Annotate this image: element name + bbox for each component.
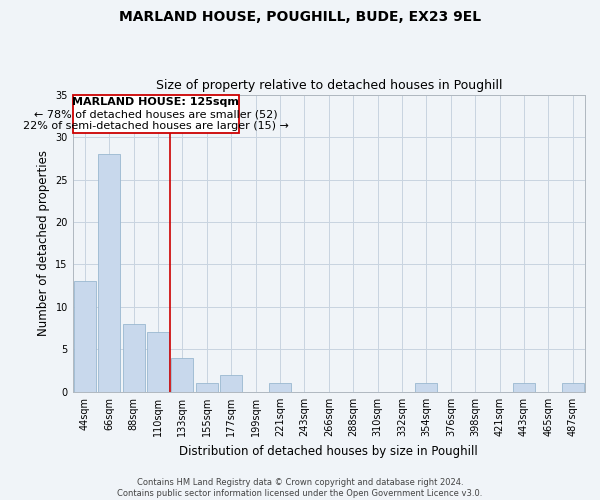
FancyBboxPatch shape <box>73 94 239 133</box>
Bar <box>562 384 584 392</box>
Bar <box>122 324 145 392</box>
Bar <box>74 282 96 392</box>
Text: Contains HM Land Registry data © Crown copyright and database right 2024.
Contai: Contains HM Land Registry data © Crown c… <box>118 478 482 498</box>
X-axis label: Distribution of detached houses by size in Poughill: Distribution of detached houses by size … <box>179 444 478 458</box>
Bar <box>196 384 218 392</box>
Bar <box>513 384 535 392</box>
Text: ← 78% of detached houses are smaller (52): ← 78% of detached houses are smaller (52… <box>34 110 277 120</box>
Bar <box>172 358 193 392</box>
Y-axis label: Number of detached properties: Number of detached properties <box>37 150 50 336</box>
Bar <box>98 154 120 392</box>
Bar <box>269 384 291 392</box>
Bar <box>220 375 242 392</box>
Text: MARLAND HOUSE: 125sqm: MARLAND HOUSE: 125sqm <box>72 97 239 107</box>
Text: MARLAND HOUSE, POUGHILL, BUDE, EX23 9EL: MARLAND HOUSE, POUGHILL, BUDE, EX23 9EL <box>119 10 481 24</box>
Bar <box>147 332 169 392</box>
Text: 22% of semi-detached houses are larger (15) →: 22% of semi-detached houses are larger (… <box>23 120 289 130</box>
Title: Size of property relative to detached houses in Poughill: Size of property relative to detached ho… <box>155 79 502 92</box>
Bar <box>415 384 437 392</box>
